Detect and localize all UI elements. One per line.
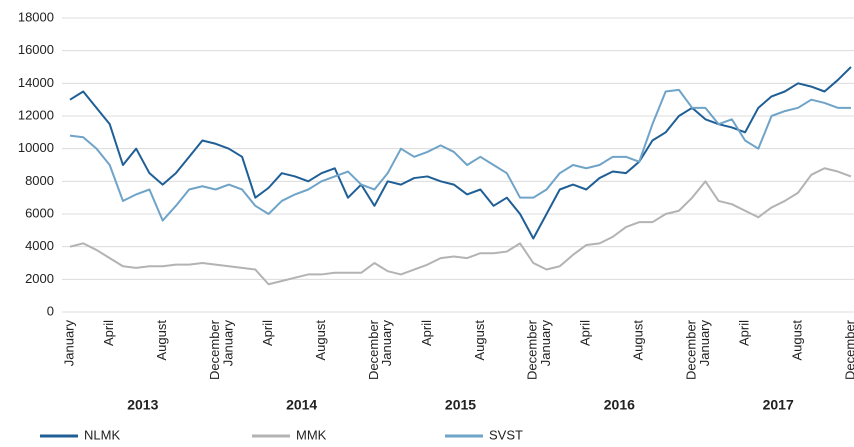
year-label: 2016 xyxy=(604,397,635,413)
y-tick-label: 14000 xyxy=(18,75,54,90)
legend-label: MMK xyxy=(296,427,327,442)
year-label: 2014 xyxy=(286,397,317,413)
y-tick-label: 2000 xyxy=(25,271,54,286)
x-tick-label: August xyxy=(313,320,328,361)
x-tick-label: August xyxy=(789,320,804,361)
x-tick-label: April xyxy=(419,320,434,346)
line-series xyxy=(69,88,851,222)
x-tick-label: January xyxy=(61,320,76,367)
x-tick-label: August xyxy=(631,320,646,361)
line-series xyxy=(69,66,852,240)
x-tick-label: December xyxy=(525,319,540,380)
x-tick-label: December xyxy=(842,319,854,380)
y-tick-label: 16000 xyxy=(18,42,54,57)
x-tick-label: December xyxy=(207,319,222,380)
x-tick-label: December xyxy=(684,319,699,380)
x-tick-label: January xyxy=(379,320,394,367)
year-label: 2015 xyxy=(445,397,476,413)
y-tick-label: 12000 xyxy=(18,107,54,122)
year-label: 2017 xyxy=(763,397,794,413)
x-tick-label: April xyxy=(737,320,752,346)
line-series xyxy=(69,167,852,286)
x-tick-label: April xyxy=(260,320,275,346)
x-tick-label: January xyxy=(538,320,553,367)
year-label: 2013 xyxy=(127,397,158,413)
y-tick-label: 4000 xyxy=(25,238,54,253)
legend-label: NLMK xyxy=(84,427,120,442)
x-tick-label: January xyxy=(220,320,235,367)
x-tick-label: April xyxy=(578,320,593,346)
x-tick-label: August xyxy=(154,320,169,361)
y-tick-label: 6000 xyxy=(25,205,54,220)
x-tick-label: January xyxy=(697,320,712,367)
y-tick-label: 0 xyxy=(47,303,54,318)
y-tick-label: 8000 xyxy=(25,173,54,188)
x-tick-label: December xyxy=(366,319,381,380)
x-tick-label: April xyxy=(101,320,116,346)
legend-label: SVST xyxy=(489,427,523,442)
x-tick-label: August xyxy=(472,320,487,361)
y-tick-label: 10000 xyxy=(18,140,54,155)
y-tick-label: 18000 xyxy=(18,9,54,24)
